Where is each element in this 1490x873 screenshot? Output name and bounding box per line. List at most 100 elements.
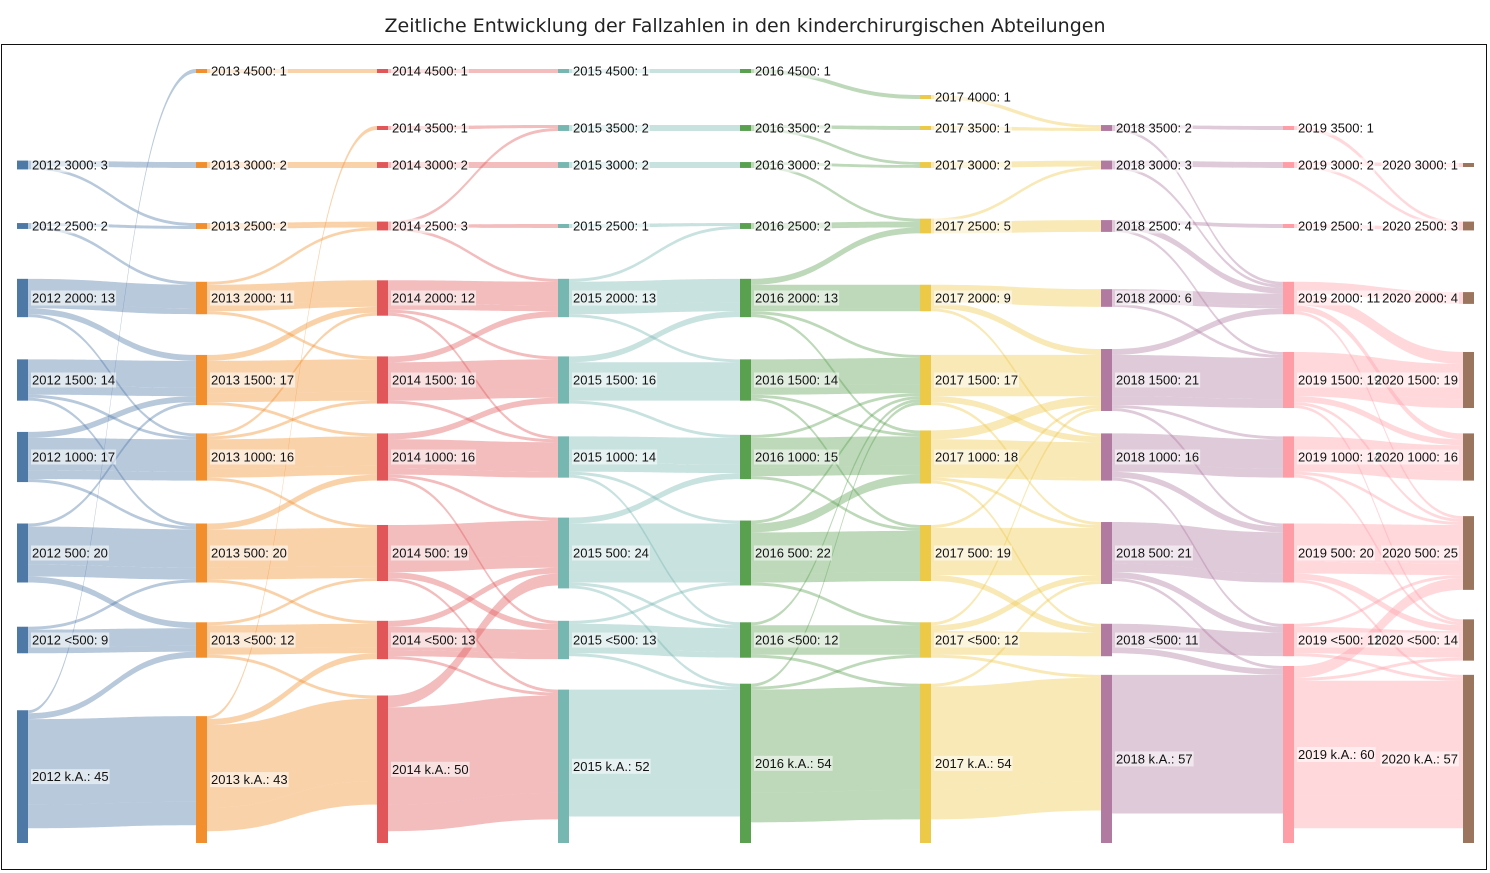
sankey-node bbox=[920, 430, 931, 484]
sankey-node bbox=[377, 162, 388, 168]
sankey-node bbox=[1283, 126, 1294, 130]
sankey-link bbox=[751, 394, 920, 437]
node-label-bg bbox=[934, 157, 1012, 173]
sankey-node bbox=[1101, 349, 1112, 411]
sankey-link bbox=[1294, 795, 1463, 829]
node-label: 2017 3000: 2 bbox=[935, 158, 1011, 173]
node-label: 2017 4000: 1 bbox=[935, 90, 1011, 105]
node-label: 2017 500: 19 bbox=[935, 546, 1011, 561]
node-label: 2014 1000: 16 bbox=[392, 450, 475, 465]
node-label-bg bbox=[572, 63, 650, 79]
node-label: 2012 3000: 3 bbox=[32, 158, 108, 173]
node-label: 2018 1000: 16 bbox=[1116, 450, 1199, 465]
sankey-link bbox=[1112, 572, 1283, 633]
sankey-link bbox=[388, 388, 558, 401]
sankey-node bbox=[740, 434, 751, 480]
sankey-link bbox=[1112, 223, 1283, 294]
sankey-link bbox=[207, 579, 377, 624]
sankey-node bbox=[740, 520, 751, 586]
node-label: 2016 3000: 2 bbox=[755, 158, 831, 173]
node-label: 2017 3500: 1 bbox=[935, 121, 1011, 136]
sankey-node bbox=[1463, 163, 1474, 167]
sankey-link bbox=[1112, 166, 1283, 288]
node-label-bg bbox=[934, 89, 1012, 105]
node-label: 2015 3500: 2 bbox=[573, 121, 649, 136]
node-label: 2015 <500: 13 bbox=[573, 633, 657, 648]
sankey-link bbox=[931, 575, 1101, 633]
sankey-node bbox=[558, 356, 569, 404]
sankey-node bbox=[1283, 523, 1294, 583]
node-label: 2013 <500: 12 bbox=[211, 633, 295, 648]
sankey-node bbox=[377, 356, 388, 404]
sankey-link bbox=[569, 570, 740, 583]
node-label: 2016 1500: 14 bbox=[755, 373, 838, 388]
node-label-bg bbox=[1380, 751, 1459, 767]
sankey-link bbox=[388, 474, 558, 521]
sankey-link bbox=[28, 394, 196, 440]
node-label-bg bbox=[754, 290, 840, 306]
sankey-node bbox=[920, 683, 931, 843]
sankey-node bbox=[17, 160, 28, 170]
sankey-link bbox=[751, 648, 920, 655]
node-label: 2013 2000: 11 bbox=[211, 291, 293, 306]
sankey-node bbox=[1463, 516, 1474, 590]
sankey-link bbox=[1294, 647, 1463, 658]
node-label-bg bbox=[1115, 218, 1193, 234]
node-label-bg bbox=[572, 120, 650, 136]
node-label-bg bbox=[754, 755, 833, 771]
sankey-node bbox=[1463, 433, 1474, 481]
sankey-link bbox=[1112, 228, 1283, 355]
sankey-link bbox=[569, 226, 740, 282]
sankey-link bbox=[931, 575, 1101, 632]
node-label: 2020 2000: 4 bbox=[1382, 291, 1458, 306]
node-label: 2020 1000: 16 bbox=[1375, 450, 1458, 465]
sankey-link bbox=[28, 470, 196, 481]
node-label: 2012 2500: 2 bbox=[32, 219, 108, 234]
node-label-bg bbox=[210, 545, 288, 561]
node-label-bg bbox=[1297, 120, 1375, 136]
node-label-bg bbox=[210, 63, 288, 79]
node-label-bg bbox=[391, 761, 470, 777]
node-label-bg bbox=[31, 372, 117, 388]
node-label-bg bbox=[391, 218, 469, 234]
node-label: 2017 <500: 12 bbox=[935, 633, 1019, 648]
node-label-bg bbox=[1115, 372, 1201, 388]
sankey-link bbox=[388, 650, 558, 660]
sankey-link bbox=[28, 166, 196, 226]
sankey-node bbox=[920, 622, 931, 658]
sankey-node bbox=[377, 280, 388, 316]
node-label: 2014 k.A.: 50 bbox=[392, 762, 469, 777]
sankey-node bbox=[377, 221, 388, 231]
node-label: 2016 3500: 2 bbox=[755, 121, 831, 136]
sankey-node bbox=[920, 126, 931, 130]
sankey-link bbox=[388, 128, 558, 225]
sankey-link bbox=[751, 686, 920, 793]
node-label: 2015 1000: 14 bbox=[573, 450, 656, 465]
sankey-node bbox=[740, 278, 751, 318]
sankey-labels: 2012 3000: 3 2012 2500: 2 2012 2000: 13 201… bbox=[31, 63, 1459, 788]
sankey-link bbox=[1112, 647, 1283, 675]
node-label-bg bbox=[1115, 751, 1194, 767]
sankey-link bbox=[388, 303, 558, 312]
node-label-bg bbox=[1373, 632, 1459, 648]
sankey-link bbox=[1112, 405, 1283, 440]
sankey-link bbox=[388, 311, 558, 363]
node-label-bg bbox=[934, 545, 1012, 561]
sankey-node bbox=[196, 69, 207, 73]
sankey-node bbox=[1101, 160, 1112, 170]
node-label-bg bbox=[572, 218, 650, 234]
node-label-bg bbox=[210, 157, 288, 173]
node-label-bg bbox=[210, 372, 296, 388]
sankey-node bbox=[558, 436, 569, 478]
node-label-bg bbox=[754, 372, 840, 388]
node-label-bg bbox=[1115, 545, 1193, 561]
node-label-bg bbox=[1373, 372, 1459, 388]
sankey-link bbox=[751, 402, 920, 687]
node-label-bg bbox=[1381, 218, 1459, 234]
node-label: 2019 1500: 19 bbox=[1298, 373, 1381, 388]
sankey-node bbox=[1101, 522, 1112, 584]
sankey-link bbox=[1294, 573, 1463, 632]
sankey-link bbox=[751, 227, 920, 285]
sankey-node bbox=[740, 359, 751, 401]
